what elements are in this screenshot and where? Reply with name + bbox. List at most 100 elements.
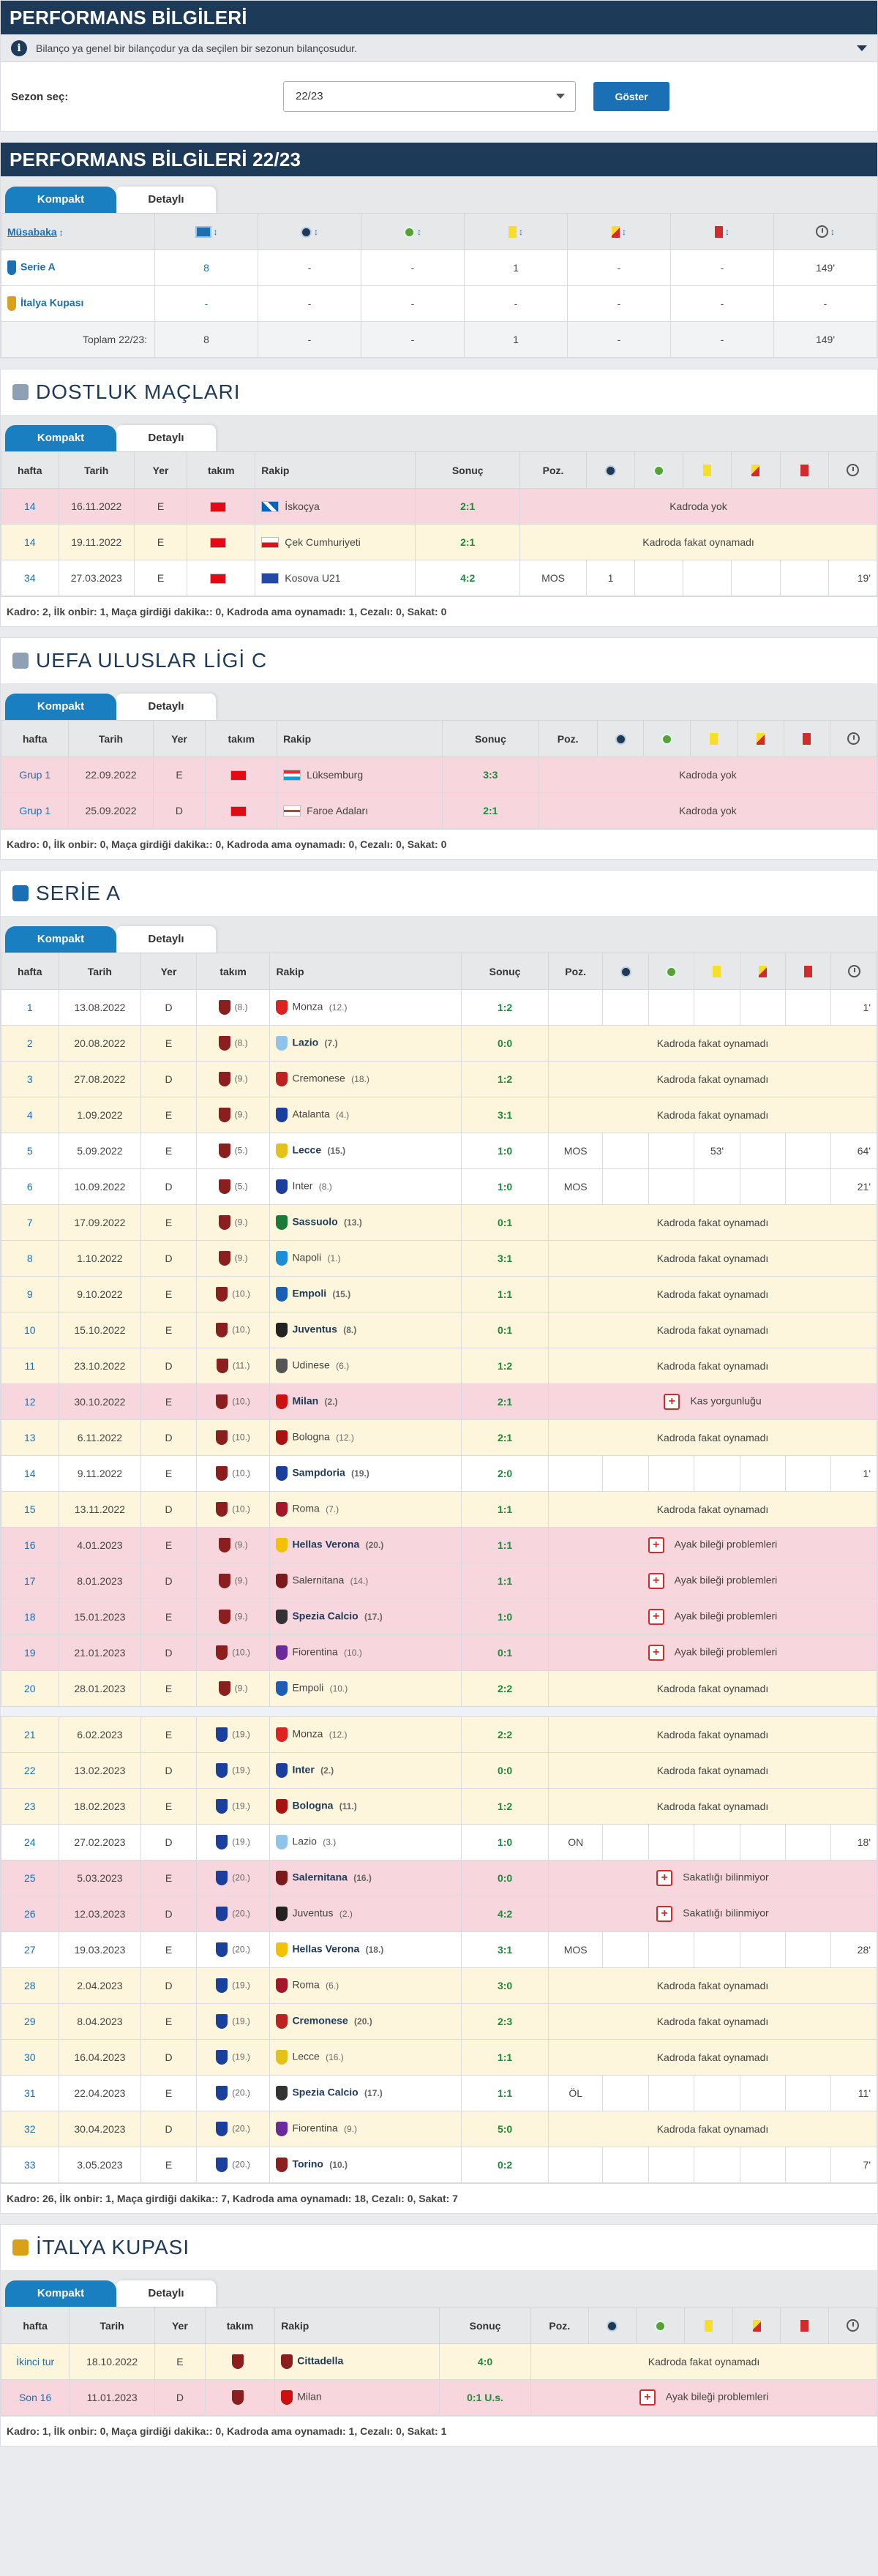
match-row[interactable]: 20 28.01.2023 E (9.) Empoli (10.) 2:2 Kadroda … bbox=[1, 1670, 878, 1707]
tab-detail[interactable]: Detaylı bbox=[116, 425, 216, 451]
opponent-name[interactable]: Spezia Calcio bbox=[292, 1610, 359, 1622]
opponent-cell[interactable]: Roma (6.) bbox=[269, 1967, 462, 2004]
opponent-cell[interactable]: Sassuolo (13.) bbox=[269, 1204, 462, 1241]
tab-detail[interactable]: Detaylı bbox=[116, 694, 216, 720]
opponent-cell[interactable]: Kosova U21 bbox=[255, 560, 416, 596]
result-cell[interactable]: 3:1 bbox=[461, 1931, 549, 1968]
opponent-cell[interactable]: Bologna (12.) bbox=[269, 1419, 462, 1456]
result-cell[interactable]: 1:0 bbox=[461, 1599, 549, 1635]
match-row[interactable]: 30 16.04.2023 D (19.) Lecce (16.) 1:1 Kadroda … bbox=[1, 2039, 878, 2076]
opponent-cell[interactable]: Cremonese (20.) bbox=[269, 2003, 462, 2040]
match-row[interactable]: 24 27.02.2023 D (19.) Lazio (3.) 1:0 ON 18' bbox=[1, 1824, 877, 1860]
match-row[interactable]: 8 1.10.2022 D (9.) Napoli (1.) 3:1 Kadroda fak… bbox=[1, 1240, 878, 1277]
opponent-cell[interactable]: Salernitana (14.) bbox=[269, 1563, 462, 1599]
opponent-name[interactable]: İskoçya bbox=[285, 500, 320, 512]
opponent-name[interactable]: Inter bbox=[292, 1179, 313, 1192]
match-row[interactable]: 6 10.09.2022 D (5.) Inter (8.) 1:0 MOS 21' bbox=[1, 1168, 877, 1205]
result-cell[interactable]: 1:1 bbox=[461, 1563, 549, 1599]
result-cell[interactable]: 2:3 bbox=[461, 2003, 549, 2040]
tab-detail[interactable]: Detaylı bbox=[116, 2280, 216, 2307]
match-row[interactable]: 5 5.09.2022 E (5.) Lecce (15.) 1:0 MOS 53' 64' bbox=[1, 1133, 877, 1169]
opponent-cell[interactable]: Sampdoria (19.) bbox=[269, 1455, 462, 1492]
match-row[interactable]: 19 21.01.2023 D (10.) Fiorentina (10.) 0:1 + Ay… bbox=[1, 1634, 878, 1671]
opponent-name[interactable]: Cittadella bbox=[297, 2354, 344, 2367]
opponent-name[interactable]: Roma bbox=[292, 1502, 320, 1514]
result-cell[interactable]: 0:0 bbox=[461, 1025, 549, 1062]
opponent-cell[interactable]: Napoli (1.) bbox=[269, 1240, 462, 1277]
match-row[interactable]: Son 16 11.01.2023 D Milan 0:1 U.s. + Ayak bile… bbox=[0, 2379, 877, 2416]
opponent-cell[interactable]: Spezia Calcio (17.) bbox=[269, 2075, 462, 2111]
opponent-cell[interactable]: Juventus (2.) bbox=[269, 1896, 462, 1932]
match-row[interactable]: 4 1.09.2022 E (9.) Atalanta (4.) 3:1 Kadroda f… bbox=[1, 1097, 878, 1133]
result-cell[interactable]: 1:0 bbox=[461, 1824, 549, 1860]
match-row[interactable]: 27 19.03.2023 E (20.) Hellas Verona (18.) 3:1… bbox=[1, 1931, 877, 1968]
opponent-cell[interactable]: Empoli (10.) bbox=[269, 1670, 462, 1707]
opponent-name[interactable]: Spezia Calcio bbox=[292, 2086, 359, 2098]
opponent-name[interactable]: Lecce bbox=[292, 2050, 320, 2062]
result-cell[interactable]: 1:0 bbox=[461, 1133, 549, 1169]
opponent-cell[interactable]: Lecce (16.) bbox=[269, 2039, 462, 2076]
result-cell[interactable]: 1:1 bbox=[461, 1527, 549, 1563]
match-row[interactable]: 3 27.08.2022 D (9.) Cremonese (18.) 1:2 Kadrod… bbox=[1, 1061, 878, 1097]
match-row[interactable]: 7 17.09.2022 E (9.) Sassuolo (13.) 0:1 Kadroda… bbox=[1, 1204, 878, 1241]
match-row[interactable]: Grup 1 25.09.2022 D Faroe Adaları 2:1 Kadroda… bbox=[0, 792, 878, 829]
opponent-name[interactable]: Kosova U21 bbox=[285, 571, 341, 584]
result-cell[interactable]: 1:2 bbox=[461, 1061, 549, 1097]
opponent-name[interactable]: Torino bbox=[292, 2158, 323, 2170]
match-row[interactable]: 10 15.10.2022 E (10.) Juventus (8.) 0:1 Kadrod… bbox=[1, 1312, 878, 1348]
competition-cell[interactable]: İtalya Kupası bbox=[1, 285, 155, 322]
opponent-name[interactable]: Bologna bbox=[292, 1799, 334, 1811]
opponent-name[interactable]: Monza bbox=[292, 1000, 323, 1013]
match-row[interactable]: 33 3.05.2023 E (20.) Torino (10.) 0:2 7' bbox=[1, 2147, 877, 2183]
result-cell[interactable]: 3:3 bbox=[442, 756, 539, 793]
opponent-name[interactable]: Salernitana bbox=[292, 1871, 348, 1883]
result-cell[interactable]: 1:2 bbox=[461, 1348, 549, 1384]
match-row[interactable]: 28 2.04.2023 D (19.) Roma (6.) 3:0 Kadroda fak… bbox=[1, 1967, 878, 2004]
result-cell[interactable]: 0:1 bbox=[461, 1204, 549, 1241]
match-row[interactable]: 25 5.03.2023 E (20.) Salernitana (16.) 0:0 + Sa… bbox=[1, 1860, 878, 1896]
opponent-name[interactable]: Sassuolo bbox=[292, 1215, 338, 1228]
opponent-name[interactable]: Udinese bbox=[292, 1359, 330, 1371]
opponent-name[interactable]: Atalanta bbox=[292, 1108, 330, 1120]
match-row[interactable]: 17 8.01.2023 D (9.) Salernitana (14.) 1:1 + Aya… bbox=[1, 1563, 878, 1599]
match-row[interactable]: Grup 1 22.09.2022 E Lüksemburg 3:3 Kadroda yo… bbox=[0, 756, 878, 793]
opponent-name[interactable]: Cremonese bbox=[292, 1072, 345, 1084]
opponent-name[interactable]: Empoli bbox=[292, 1681, 324, 1694]
opponent-name[interactable]: Lüksemburg bbox=[307, 768, 364, 781]
opponent-cell[interactable]: Inter (2.) bbox=[269, 1752, 462, 1789]
opponent-name[interactable]: Lecce bbox=[292, 1144, 322, 1156]
match-row[interactable]: 32 30.04.2023 D (20.) Fiorentina (9.) 5:0 Kadr… bbox=[1, 2111, 878, 2147]
match-row[interactable]: 22 13.02.2023 D (19.) Inter (2.) 0:0 Kadroda f… bbox=[1, 1752, 878, 1789]
result-cell[interactable]: 2:1 bbox=[415, 524, 521, 560]
tab-compact[interactable]: Kompakt bbox=[5, 2280, 116, 2307]
result-cell[interactable]: 2:1 bbox=[461, 1419, 549, 1456]
result-cell[interactable]: 3:1 bbox=[461, 1097, 549, 1133]
result-cell[interactable]: 0:1 bbox=[461, 1312, 549, 1348]
opponent-name[interactable]: Cremonese bbox=[292, 2014, 348, 2027]
opponent-cell[interactable]: Monza (12.) bbox=[269, 989, 462, 1026]
opponent-name[interactable]: Roma bbox=[292, 1978, 320, 1991]
result-cell[interactable]: 0:1 U.s. bbox=[438, 2379, 532, 2416]
col-goals[interactable]: ↕ bbox=[258, 213, 361, 250]
season-select[interactable]: 22/23 bbox=[283, 81, 576, 112]
opponent-cell[interactable]: Lüksemburg bbox=[277, 756, 443, 793]
result-cell[interactable]: 1:2 bbox=[461, 989, 549, 1026]
match-row[interactable]: 14 9.11.2022 E (10.) Sampdoria (19.) 2:0 1' bbox=[1, 1455, 877, 1492]
opponent-cell[interactable]: Çek Cumhuriyeti bbox=[255, 524, 416, 560]
opponent-cell[interactable]: Lazio (7.) bbox=[269, 1025, 462, 1062]
result-cell[interactable]: 1:0 bbox=[461, 1168, 549, 1205]
opponent-name[interactable]: Empoli bbox=[292, 1287, 327, 1299]
match-row[interactable]: 1 13.08.2022 D (8.) Monza (12.) 1:2 1' bbox=[1, 989, 877, 1026]
match-row[interactable]: 34 27.03.2023 E Kosova U21 4:2 MOS 1 19' bbox=[1, 560, 878, 596]
match-row[interactable]: 31 22.04.2023 E (20.) Spezia Calcio (17.) 1:1… bbox=[1, 2075, 877, 2111]
match-row[interactable]: 21 6.02.2023 E (19.) Monza (12.) 2:2 Kadroda f… bbox=[1, 1716, 878, 1753]
match-row[interactable]: 18 15.01.2023 E (9.) Spezia Calcio (17.) 1:0 +… bbox=[1, 1599, 878, 1635]
match-row[interactable]: 16 4.01.2023 E (9.) Hellas Verona (20.) 1:1 + A… bbox=[1, 1527, 878, 1563]
opponent-name[interactable]: Napoli bbox=[292, 1251, 322, 1263]
chevron-down-icon[interactable] bbox=[857, 45, 867, 51]
opponent-cell[interactable]: Milan bbox=[274, 2379, 440, 2416]
result-cell[interactable]: 2:1 bbox=[461, 1383, 549, 1420]
match-row[interactable]: İkinci tur 18.10.2022 E Cittadella 4:0 Kadrod… bbox=[0, 2343, 877, 2380]
result-cell[interactable]: 3:0 bbox=[461, 1967, 549, 2004]
col-red[interactable]: ↕ bbox=[670, 213, 774, 250]
